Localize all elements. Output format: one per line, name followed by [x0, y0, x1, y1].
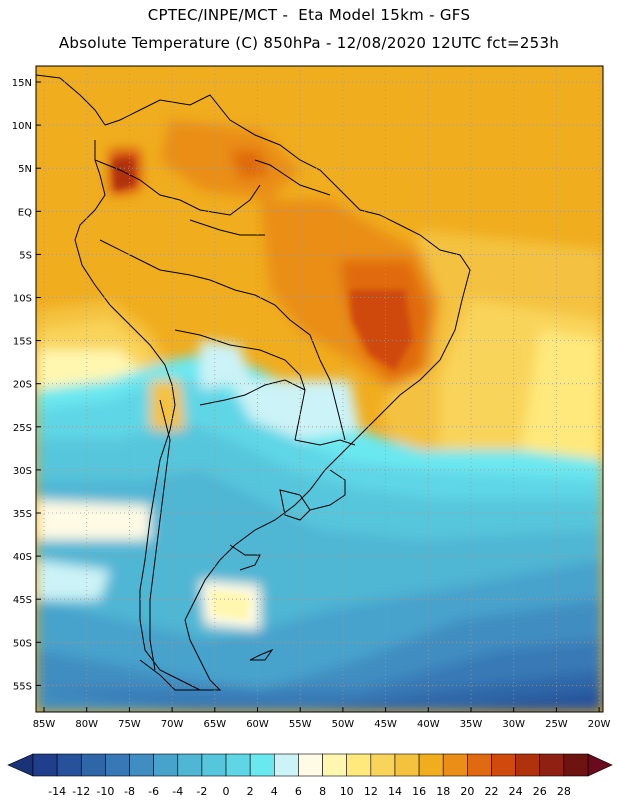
lat-label: 55S [13, 681, 32, 692]
colorbar-swatch [273, 753, 299, 777]
temperature-field [36, 66, 603, 712]
colorbar-swatch [225, 753, 251, 777]
colorbar-label: -10 [96, 785, 114, 798]
lat-label: 25S [13, 423, 32, 434]
colorbar-label: 10 [340, 785, 354, 798]
colorbar-swatch [177, 753, 203, 777]
colorbar-swatch [153, 753, 179, 777]
longitude-ticks [43, 707, 600, 712]
colorbar-swatch [80, 753, 106, 777]
lat-label: 50S [13, 638, 32, 649]
lon-label: 35W [460, 719, 483, 730]
colorbar-label: 0 [223, 785, 230, 798]
lat-label: 30S [13, 466, 32, 477]
lon-label: 50W [332, 719, 355, 730]
map-title-line2: Absolute Temperature (C) 850hPa - 12/08/… [58, 34, 560, 52]
colorbar-label: -8 [124, 785, 135, 798]
colorbar-swatch [467, 753, 492, 777]
colorbar-label: 18 [436, 785, 450, 798]
colorbar-high-arrow [587, 753, 613, 777]
lat-label: 45S [13, 595, 32, 606]
lat-label: 5N [18, 164, 32, 175]
colorbar-label: 24 [509, 785, 523, 798]
colorbar-swatch [539, 753, 565, 777]
longitude-labels: 85W 80W 75W 70W 65W 60W 55W 50W 45W 40W 35W 30W 25W 2… [33, 719, 611, 730]
lon-label: 25W [545, 719, 568, 730]
coastline-and-borders [36, 74, 471, 691]
colorbar-swatch [129, 753, 154, 777]
colorbar-label: 2 [247, 785, 254, 798]
lat-label: 10S [13, 294, 32, 305]
colorbar-label: -2 [196, 785, 207, 798]
colorbar-swatch [298, 753, 323, 777]
lon-label: 85W [33, 719, 56, 730]
colorbar-swatch [201, 753, 227, 777]
colorbar-label: 8 [319, 785, 326, 798]
map-title-line1: CPTEC/INPE/MCT - Eta Model 15km - GFS [147, 6, 471, 24]
lon-label: 40W [417, 719, 440, 730]
lon-label: 70W [161, 719, 184, 730]
lat-label: 40S [13, 552, 32, 563]
lon-label: 45W [374, 719, 397, 730]
graticule [36, 66, 603, 712]
colorbar-swatch [418, 753, 444, 777]
colorbar-label: 4 [271, 785, 278, 798]
colorbar-swatch [442, 753, 468, 777]
lon-label: 65W [203, 719, 226, 730]
colorbar-swatch [563, 753, 589, 777]
colorbar-label: 14 [388, 785, 402, 798]
colorbar-label: 12 [364, 785, 378, 798]
lat-label: 15S [13, 337, 32, 348]
map-frame [35, 65, 604, 713]
colorbar-swatch [105, 753, 130, 777]
colorbar-swatch [394, 753, 420, 777]
lon-label: 20W [588, 719, 611, 730]
colorbar-label: -4 [172, 785, 183, 798]
colorbar-low-arrow [7, 753, 34, 777]
colorbar [7, 753, 613, 777]
colorbar-label: 20 [460, 785, 474, 798]
lon-label: 55W [289, 719, 312, 730]
colorbar-label: 26 [533, 785, 547, 798]
latitude-labels: 15N 10N 5N EQ 5S 10S 15S 20S 25S 30S 35S 40S 45S 50S 5… [12, 78, 32, 692]
colorbar-swatch [32, 753, 58, 777]
colorbar-swatch [249, 753, 275, 777]
colorbar-swatch [491, 753, 516, 777]
colorbar-label: 28 [557, 785, 571, 798]
colorbar-label: -14 [48, 785, 66, 798]
colorbar-swatch [370, 753, 396, 777]
colorbar-swatch [322, 753, 348, 777]
colorbar-label: 16 [412, 785, 426, 798]
lon-label: 30W [502, 719, 525, 730]
colorbar-swatch [346, 753, 372, 777]
lat-label: EQ [18, 207, 32, 218]
latitude-ticks [36, 81, 41, 686]
lon-label: 60W [246, 719, 269, 730]
colorbar-labels: -14 -12 -10 -8 -6 -4 -2 0 2 4 6 8 10 12 14 16 18 20 22 24 26… [48, 785, 571, 798]
lat-label: 15N [12, 78, 32, 89]
colorbar-label: -12 [72, 785, 90, 798]
colorbar-label: 22 [484, 785, 498, 798]
lat-label: 10N [12, 121, 32, 132]
lon-label: 80W [75, 719, 98, 730]
colorbar-label: -6 [148, 785, 159, 798]
lat-label: 20S [13, 380, 32, 391]
lat-label: 5S [19, 250, 32, 261]
colorbar-label: 6 [295, 785, 302, 798]
lon-label: 75W [118, 719, 141, 730]
lat-label: 35S [13, 509, 32, 520]
colorbar-swatch [56, 753, 82, 777]
colorbar-swatch [515, 753, 541, 777]
